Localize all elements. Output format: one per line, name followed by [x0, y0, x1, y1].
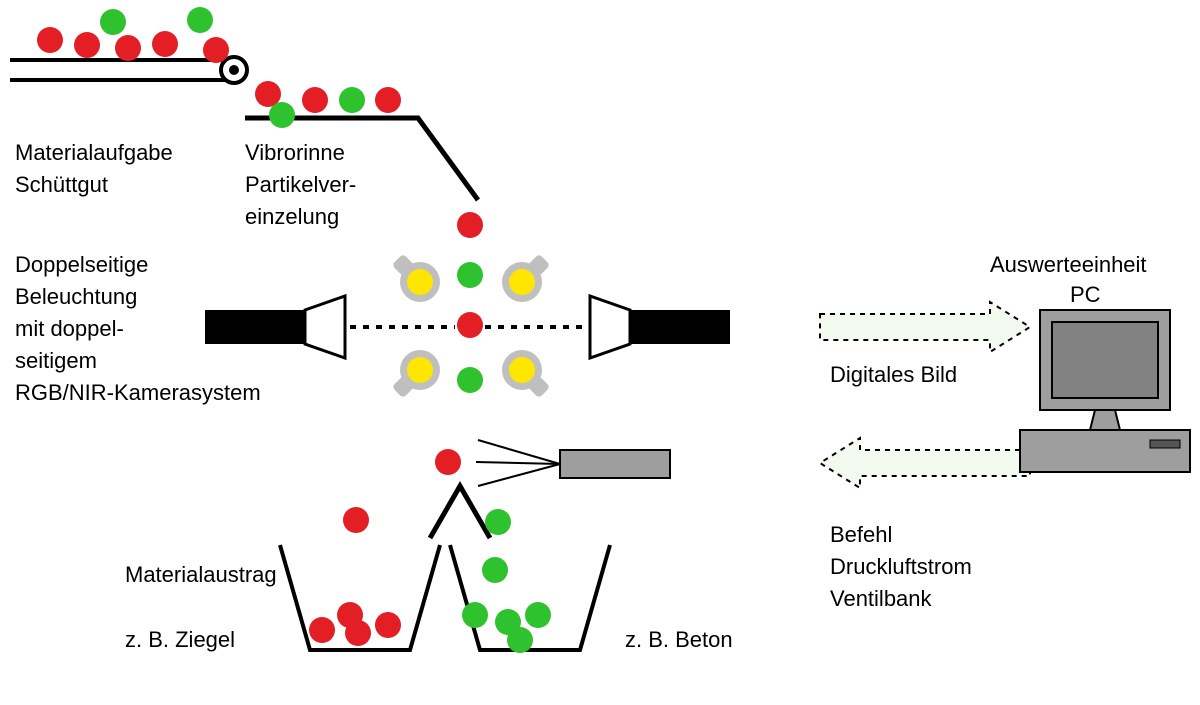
belt-particle-6 — [203, 37, 229, 63]
belt-particle-1 — [74, 32, 100, 58]
vibro-particle-3 — [339, 87, 365, 113]
falling-particle-0 — [457, 212, 483, 238]
label-illum-4: seitigem — [15, 346, 97, 376]
label-out-3: z. B. Beton — [625, 625, 733, 655]
bin-left-particle-2 — [309, 617, 335, 643]
label-illum-5: RGB/NIR-Kamerasystem — [15, 378, 261, 408]
bin-right-particle-0 — [485, 509, 511, 535]
label-vibro-3: einzelung — [245, 202, 339, 232]
pc-screen — [1052, 322, 1158, 398]
splitter — [430, 486, 490, 538]
label-illum-3: mit doppel- — [15, 314, 124, 344]
belt-particle-0 — [37, 27, 63, 53]
bin-right-particle-1 — [482, 557, 508, 583]
label-pc-2: PC — [1070, 280, 1101, 310]
bulb-3 — [494, 342, 559, 407]
label-illum-2: Beleuchtung — [15, 282, 137, 312]
bin-left-particle-4 — [375, 612, 401, 638]
falling-particle-4 — [435, 449, 461, 475]
vibro-particle-1 — [269, 102, 295, 128]
label-out-2: z. B. Ziegel — [125, 625, 235, 655]
belt-particle-5 — [187, 7, 213, 33]
bin-right-particle-4 — [525, 602, 551, 628]
bulb-0 — [383, 245, 448, 310]
arrow-digital-image — [820, 302, 1030, 352]
bin-left-particle-0 — [343, 507, 369, 533]
label-vibro-1: Vibrorinne — [245, 138, 345, 168]
vibro-particle-4 — [375, 87, 401, 113]
pc-stand — [1090, 410, 1120, 430]
label-cmd-2: Druckluftstrom — [830, 552, 972, 582]
label-illum-1: Doppelseitige — [15, 250, 148, 280]
pc-drive — [1150, 440, 1180, 448]
camera-right-body — [630, 310, 730, 344]
bin-right-particle-5 — [507, 627, 533, 653]
label-cmd-1: Befehl — [830, 520, 892, 550]
bin-right-particle-2 — [462, 602, 488, 628]
label-feed-1: Materialaufgabe — [15, 138, 173, 168]
air-jet-1 — [476, 462, 560, 464]
belt-particle-3 — [115, 35, 141, 61]
diagram-canvas: Materialaufgabe Schüttgut Vibrorinne Par… — [0, 0, 1200, 705]
bin-left-particle-3 — [345, 620, 371, 646]
belt-particle-2 — [100, 9, 126, 35]
bulb-2 — [383, 342, 448, 407]
bulb-1 — [494, 245, 559, 310]
arrow-command — [820, 438, 1030, 488]
label-cmd-3: Ventilbank — [830, 584, 932, 614]
camera-left-lens — [305, 296, 345, 358]
falling-particle-2 — [457, 312, 483, 338]
air-nozzle — [560, 450, 670, 478]
label-arrow-img: Digitales Bild — [830, 360, 957, 390]
conveyor-roller-center — [229, 65, 239, 75]
belt-particle-4 — [152, 31, 178, 57]
air-jet-0 — [478, 440, 560, 464]
falling-particle-1 — [457, 262, 483, 288]
camera-left-body — [205, 310, 305, 344]
label-feed-2: Schüttgut — [15, 170, 108, 200]
vibro-particle-2 — [302, 87, 328, 113]
label-out-1: Materialaustrag — [125, 560, 277, 590]
label-pc-1: Auswerteeinheit — [990, 250, 1147, 280]
diagram-svg — [0, 0, 1200, 705]
air-jet-2 — [478, 464, 560, 486]
pc-base — [1020, 430, 1190, 472]
falling-particle-3 — [457, 367, 483, 393]
camera-right-lens — [590, 296, 630, 358]
label-vibro-2: Partikelver- — [245, 170, 356, 200]
